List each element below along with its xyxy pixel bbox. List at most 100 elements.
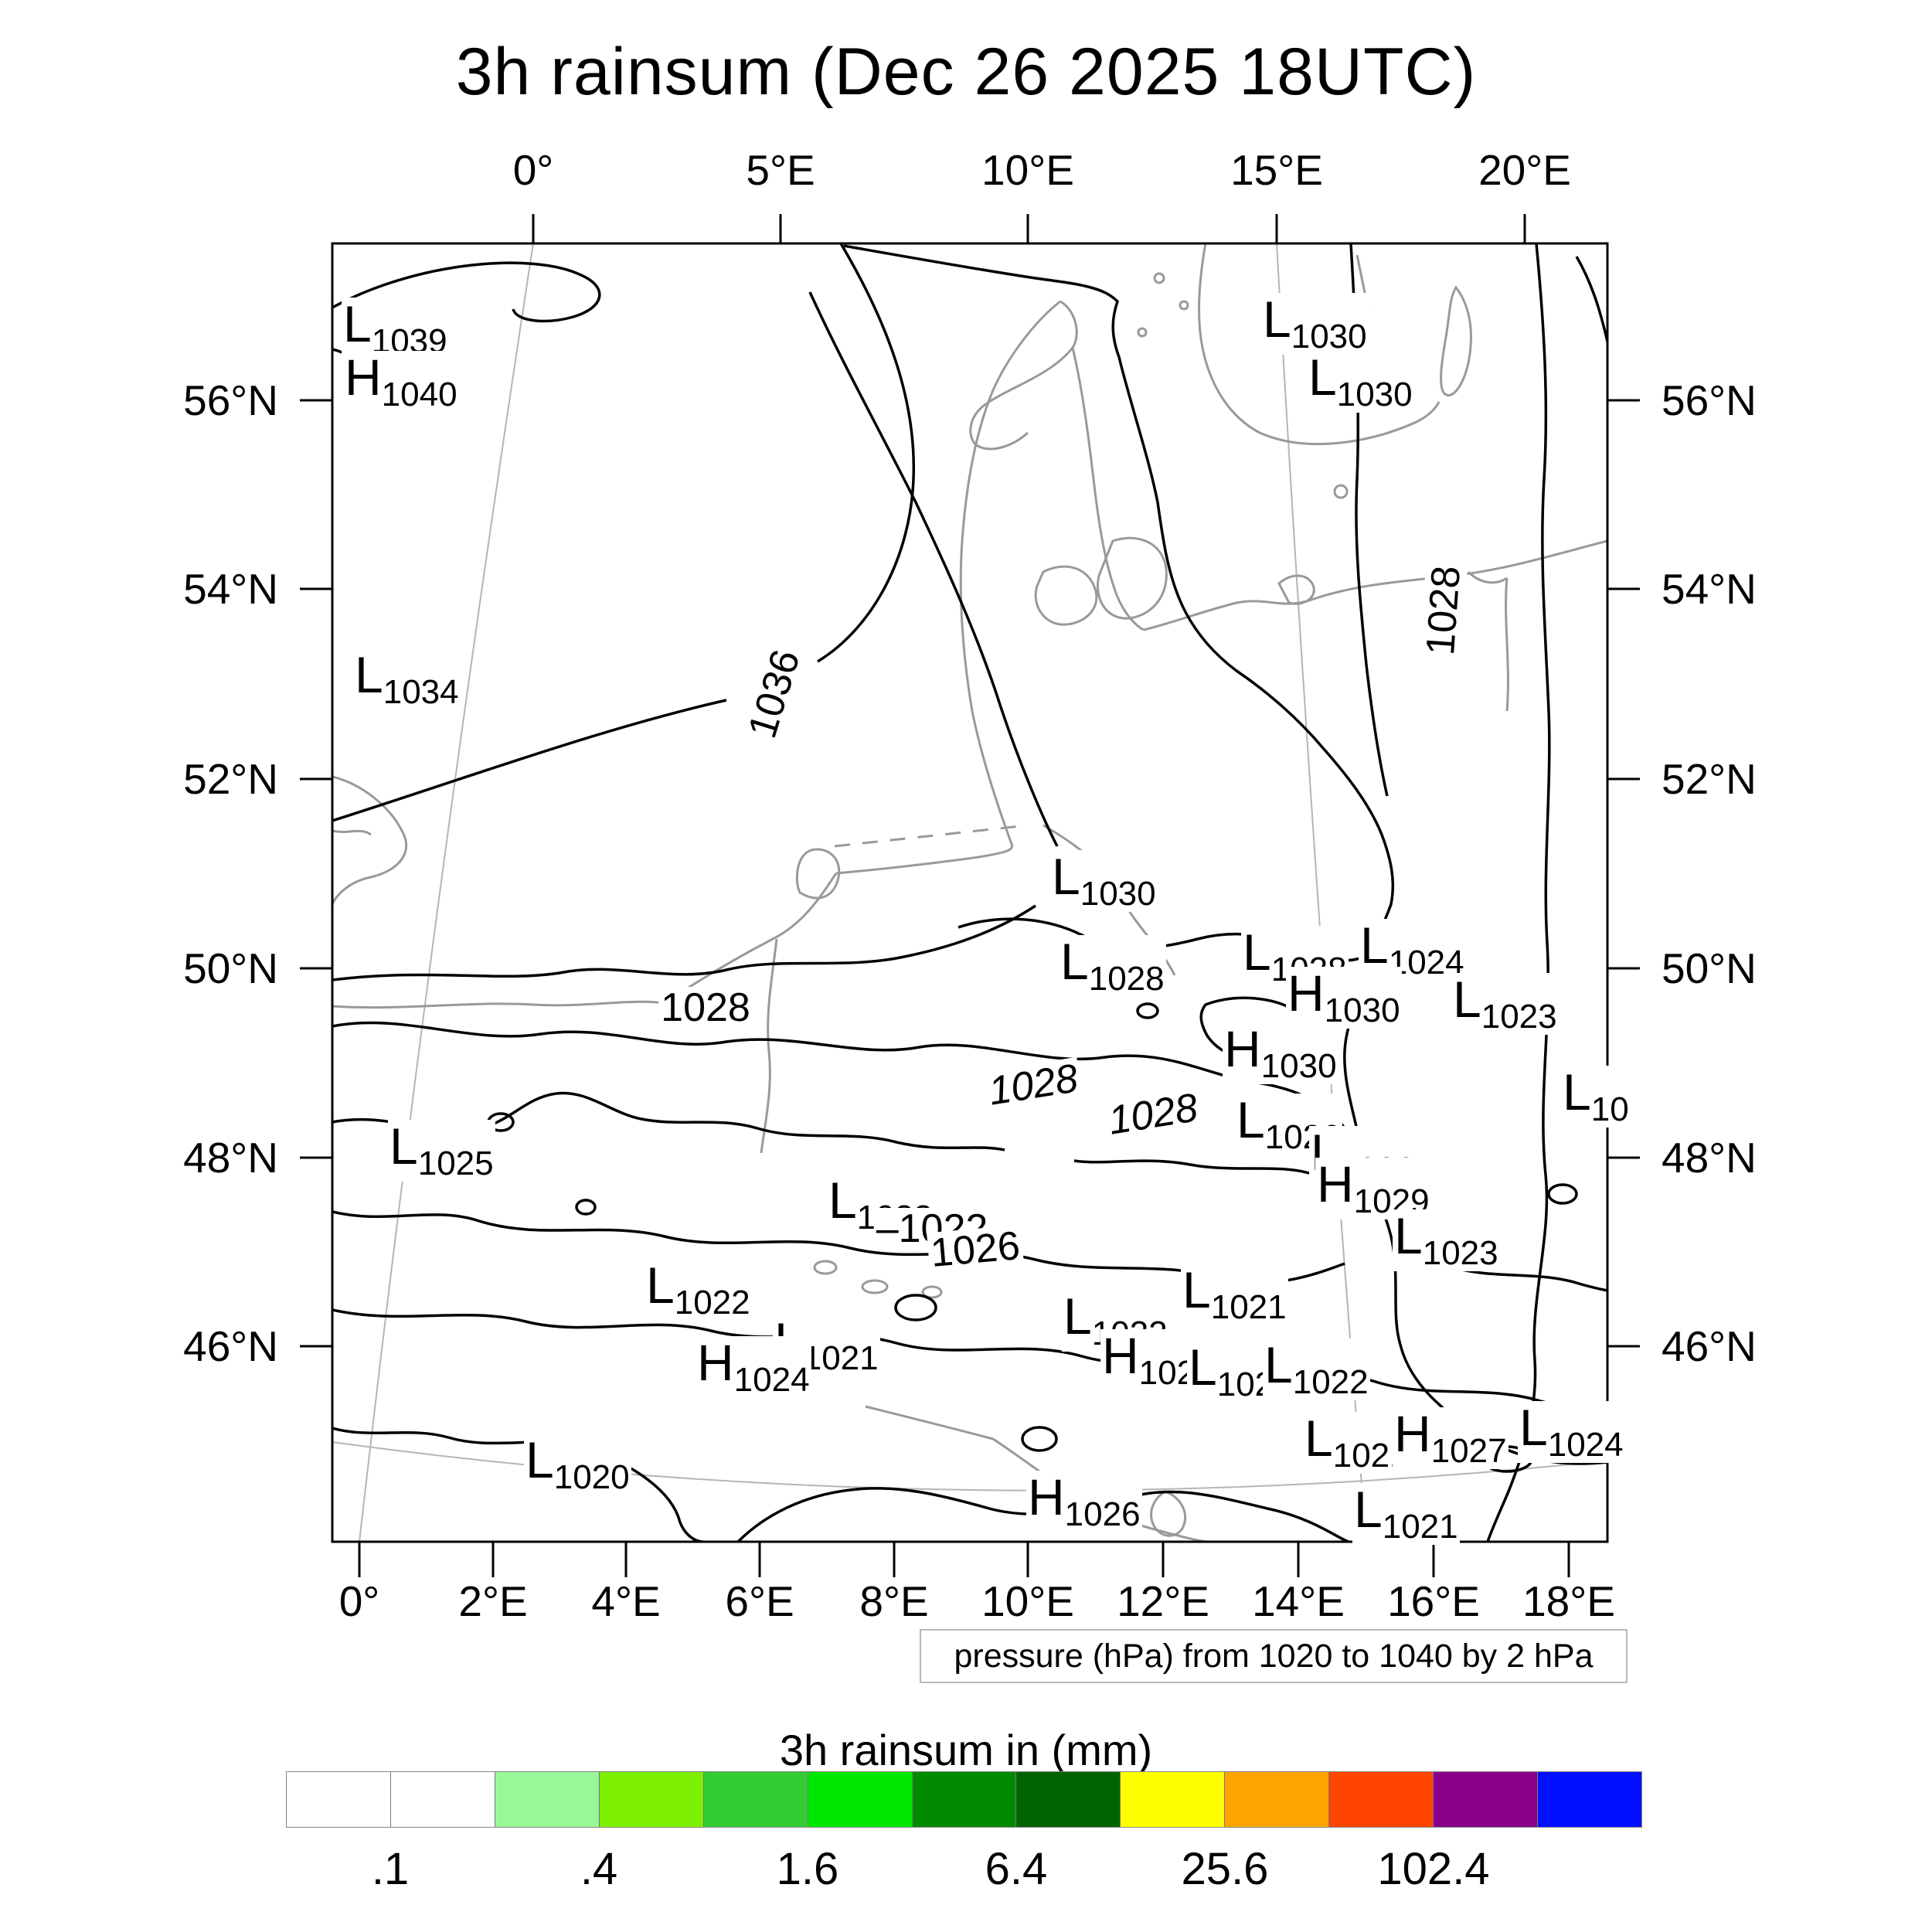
pressure-value: 1022	[1292, 1363, 1369, 1401]
colorbar-segment	[287, 1772, 391, 1827]
pressure-letter: L	[1182, 1261, 1211, 1318]
pressure-letter: H	[1028, 1468, 1065, 1526]
pressure-letter: L	[1189, 1338, 1217, 1396]
right-axis-label: 52°N	[1662, 755, 1757, 803]
bottom-axis-label: 4°E	[591, 1577, 661, 1625]
low-pressure-label: L10	[1561, 1066, 1631, 1128]
high-pressure-label: H1024	[696, 1336, 811, 1398]
top-axis-label: 5°E	[746, 146, 815, 194]
right-axis-label: 48°N	[1662, 1134, 1757, 1182]
right-axis-label: 56°N	[1662, 376, 1757, 424]
colorbar-segment	[912, 1772, 1017, 1827]
high-pressure-label: H1029	[1315, 1158, 1431, 1219]
pressure-letter: L	[1308, 349, 1337, 406]
pressure-value: 1021	[1210, 1288, 1287, 1326]
pressure-value: 1025	[417, 1145, 494, 1182]
colorbar-segment	[1329, 1772, 1434, 1827]
pressure-value: 1030	[1260, 1047, 1337, 1085]
map-frame	[331, 242, 1609, 1543]
pressure-letter: L	[1060, 933, 1089, 990]
pressure-value: 1027	[1430, 1432, 1507, 1470]
pressure-value: 1034	[383, 673, 459, 711]
pressure-value: 1020	[553, 1458, 630, 1496]
pressure-letter: H	[345, 349, 382, 406]
contour-value-label: 1028	[1418, 562, 1469, 659]
top-axis-label: 0°	[512, 146, 554, 194]
pressure-value: 1030	[1336, 376, 1413, 413]
pressure-value: 1023	[1481, 998, 1557, 1036]
low-pressure-label: L1028	[1059, 935, 1166, 997]
pressure-letter: L	[1563, 1063, 1591, 1121]
top-axis-label: 10°E	[981, 146, 1074, 194]
page-title: 3h rainsum (Dec 26 2025 18UTC)	[455, 35, 1477, 109]
pressure-value: 1022	[674, 1284, 750, 1321]
contour-value-label: 1028	[1103, 1085, 1203, 1144]
low-pressure-label: L1022	[1263, 1338, 1370, 1400]
bottom-axis-label: 0°	[338, 1577, 380, 1625]
low-pressure-label: L1030	[1261, 293, 1369, 355]
pressure-value: 10	[1590, 1090, 1629, 1128]
pressure-letter: L	[1519, 1399, 1548, 1456]
pressure-value: 1026	[1064, 1495, 1141, 1533]
right-axis-label: 54°N	[1662, 565, 1757, 613]
right-axis-label: 50°N	[1662, 944, 1757, 992]
pressure-letter: H	[1394, 1405, 1431, 1462]
colorbar-segment	[703, 1772, 808, 1827]
low-pressure-label: L1021	[1352, 1483, 1460, 1545]
left-axis-label: 56°N	[183, 376, 278, 424]
pressure-letter: L	[1243, 923, 1271, 981]
pressure-letter: H	[1224, 1020, 1261, 1077]
colorbar-tick-label: 1.6	[776, 1844, 839, 1894]
pressure-value: 1024	[733, 1361, 810, 1399]
high-pressure-label: H1027	[1393, 1407, 1509, 1469]
right-axis-label: 46°N	[1662, 1322, 1757, 1370]
pressure-letter: L	[1453, 971, 1481, 1028]
colorbar-segment	[808, 1772, 913, 1827]
pressure-letter: L	[355, 646, 383, 703]
low-pressure-label: L1034	[353, 648, 461, 710]
axis-ticks	[300, 214, 1640, 1577]
left-axis-label: 52°N	[183, 755, 278, 803]
bottom-axis-label: 2°E	[458, 1577, 528, 1625]
colorbar-segment	[495, 1772, 600, 1827]
high-pressure-label: H1026	[1026, 1471, 1142, 1532]
colorbar-tick-label: .4	[580, 1844, 618, 1894]
pressure-letter: L	[646, 1257, 675, 1314]
pressure-letter: L	[1263, 291, 1291, 348]
pressure-letter: L	[828, 1172, 857, 1229]
pressure-letter: L	[526, 1431, 554, 1488]
colorbar-segment	[1225, 1772, 1330, 1827]
low-pressure-label: L1022	[645, 1259, 752, 1321]
pressure-value: 1021	[802, 1339, 879, 1377]
low-pressure-label: L1039	[342, 298, 449, 359]
pressure-letter: L	[343, 295, 372, 352]
top-axis-label: 20°E	[1478, 146, 1571, 194]
rainsum-colorbar	[286, 1771, 1642, 1828]
low-pressure-label: L1025	[388, 1120, 495, 1182]
pressure-value: 1040	[381, 376, 457, 413]
colorbar-title: 3h rainsum in (mm)	[779, 1726, 1153, 1774]
colorbar-segment	[599, 1772, 704, 1827]
contour-legend-text: pressure (hPa) from 1020 to 1040 by 2 hP…	[954, 1637, 1594, 1675]
pressure-letter: L	[1236, 1091, 1265, 1148]
low-pressure-label: L1020	[524, 1434, 631, 1495]
top-axis-label: 15°E	[1230, 146, 1323, 194]
pressure-letter: L	[1264, 1336, 1293, 1393]
bottom-axis-label: 10°E	[981, 1577, 1074, 1625]
bottom-axis-label: 16°E	[1387, 1577, 1480, 1625]
pressure-letter: L	[1354, 1481, 1383, 1538]
pressure-letter: H	[1102, 1327, 1139, 1384]
pressure-value: 1028	[1088, 960, 1165, 998]
pressure-value: 1030	[1080, 875, 1156, 913]
low-pressure-label: L1030	[1050, 850, 1158, 912]
low-pressure-label: L1023	[1451, 973, 1559, 1035]
high-pressure-label: H1040	[343, 351, 459, 413]
low-pressure-label: L1023	[1393, 1209, 1500, 1271]
low-pressure-label: L1030	[1307, 351, 1414, 413]
pressure-value: 1030	[1291, 318, 1367, 355]
bottom-axis-label: 6°E	[725, 1577, 794, 1625]
low-pressure-label: L1024	[1518, 1401, 1625, 1463]
pressure-letter: L	[1394, 1207, 1423, 1264]
